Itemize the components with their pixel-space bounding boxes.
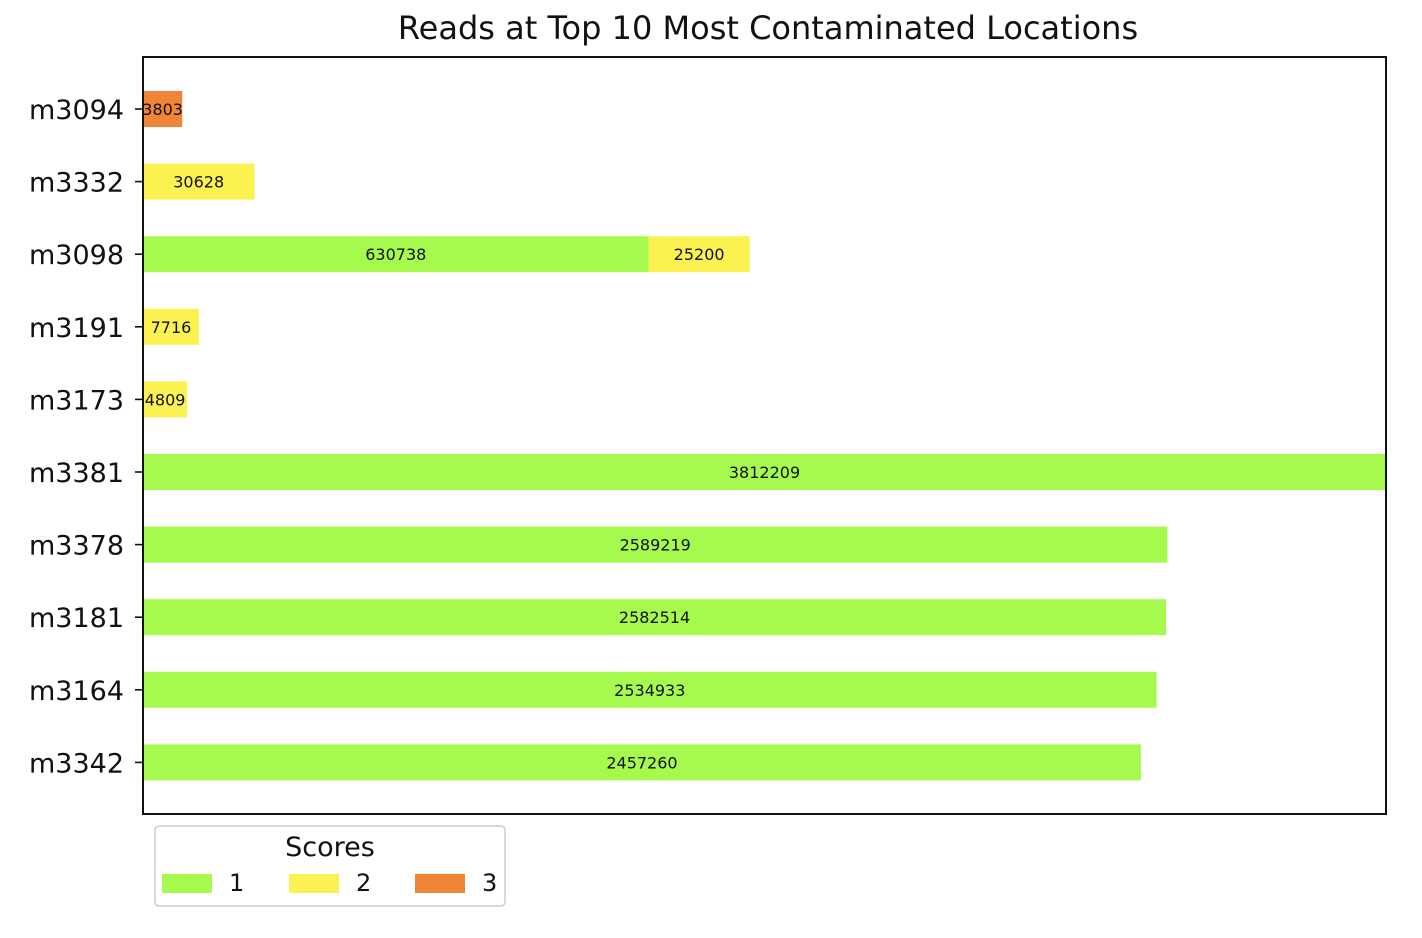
bar-m3094-score-3 <box>143 91 183 127</box>
bar-value-label: 3803 <box>142 100 183 119</box>
legend-swatch-score-1 <box>162 874 212 893</box>
bar-m3191-score-2 <box>143 308 199 345</box>
bars-layer <box>143 91 1386 781</box>
bar-value-label: 630738 <box>365 245 426 264</box>
bar-m3098-score-2 <box>648 236 750 273</box>
y-tick-label: m3094 <box>29 95 124 126</box>
bar-value-label: 2534933 <box>614 681 685 700</box>
y-tick-label: m3381 <box>29 458 124 489</box>
y-tick-label: m3164 <box>29 676 124 707</box>
bar-value-label: 4809 <box>145 390 186 409</box>
bar-m3173-score-2 <box>143 381 188 418</box>
bar-value-label: 25200 <box>674 245 725 264</box>
y-tick-label: m3191 <box>29 313 124 344</box>
chart-title: Reads at Top 10 Most Contaminated Locati… <box>398 9 1138 47</box>
bar-value-label: 2582514 <box>619 608 690 627</box>
y-tick-label: m3342 <box>29 748 124 779</box>
legend-title: Scores <box>285 832 375 863</box>
bar-value-label: 7716 <box>151 318 192 337</box>
bar-m3378-score-1 <box>143 526 1168 563</box>
legend-swatch-score-3 <box>415 874 465 893</box>
legend: Scores 1 2 3 <box>154 825 506 907</box>
legend-swatch-score-2 <box>289 874 339 893</box>
y-tick-label: m3378 <box>29 531 124 562</box>
bar-m3181-score-1 <box>143 599 1167 636</box>
plot-frame <box>142 56 1387 815</box>
legend-label-score-3: 3 <box>482 869 497 897</box>
legend-label-score-2: 2 <box>356 869 371 897</box>
bar-m3164-score-1 <box>143 671 1157 708</box>
bar-m3098-score-1 <box>143 236 649 273</box>
legend-label-score-1: 1 <box>229 869 244 897</box>
y-tick-label: m3181 <box>29 603 124 634</box>
legend-entries: 1 2 3 <box>162 869 497 897</box>
bar-m3332-score-2 <box>143 163 255 200</box>
bar-value-label: 30628 <box>173 173 224 192</box>
y-tick-label: m3098 <box>29 240 124 271</box>
bar-labels-layer: 3803 30628 630738 25200 7716 4809 3812209 25892… <box>142 100 800 772</box>
bar-m3381-score-1 <box>143 454 1386 490</box>
bar-value-label: 3812209 <box>729 463 800 482</box>
bar-value-label: 2457260 <box>606 753 677 772</box>
y-tick-label: m3332 <box>29 168 124 199</box>
bar-value-label: 2589219 <box>620 536 691 555</box>
y-axis: m3094 m3332 m3098 m3191 m3173 m3381 m3378 m3181… <box>29 95 143 779</box>
y-tick-label: m3173 <box>29 385 124 416</box>
bar-m3342-score-1 <box>143 744 1141 781</box>
